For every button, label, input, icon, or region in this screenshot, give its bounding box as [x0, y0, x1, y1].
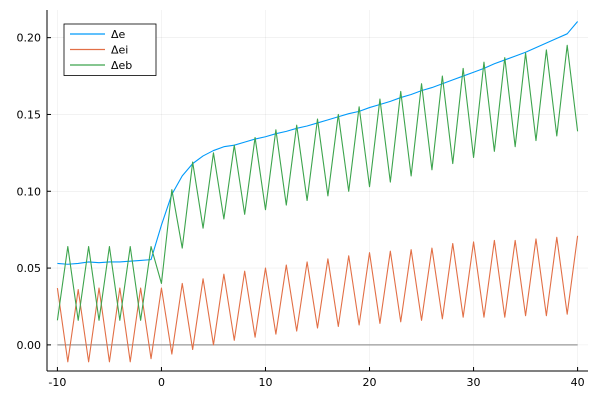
- x-tick-label: -10: [48, 376, 66, 389]
- series-line-delta-eb: [56, 44, 579, 321]
- x-tick-label: 30: [467, 376, 481, 389]
- legend: Δe Δei Δeb: [63, 23, 157, 76]
- legend-label-delta-e: Δe: [111, 28, 126, 41]
- series-line-delta-ei: [56, 235, 579, 363]
- x-tick-label: 10: [258, 376, 272, 389]
- legend-label-delta-ei: Δei: [111, 44, 128, 57]
- y-tick-label: 0.15: [17, 108, 42, 121]
- series-group: [56, 21, 579, 363]
- x-tick-label: 20: [363, 376, 377, 389]
- y-tick-label: 0.20: [17, 32, 42, 45]
- x-tick-label: 0: [158, 376, 165, 389]
- y-tick-label: 0.00: [17, 339, 42, 352]
- axes: -10 0 10 20 30 40 0.00 0.05 0.10 0.15 0.20: [17, 10, 588, 389]
- y-tick-label: 0.05: [17, 262, 42, 275]
- legend-label-delta-eb: Δeb: [111, 59, 132, 72]
- y-tick-label: 0.10: [17, 185, 42, 198]
- x-tick-label: 40: [571, 376, 585, 389]
